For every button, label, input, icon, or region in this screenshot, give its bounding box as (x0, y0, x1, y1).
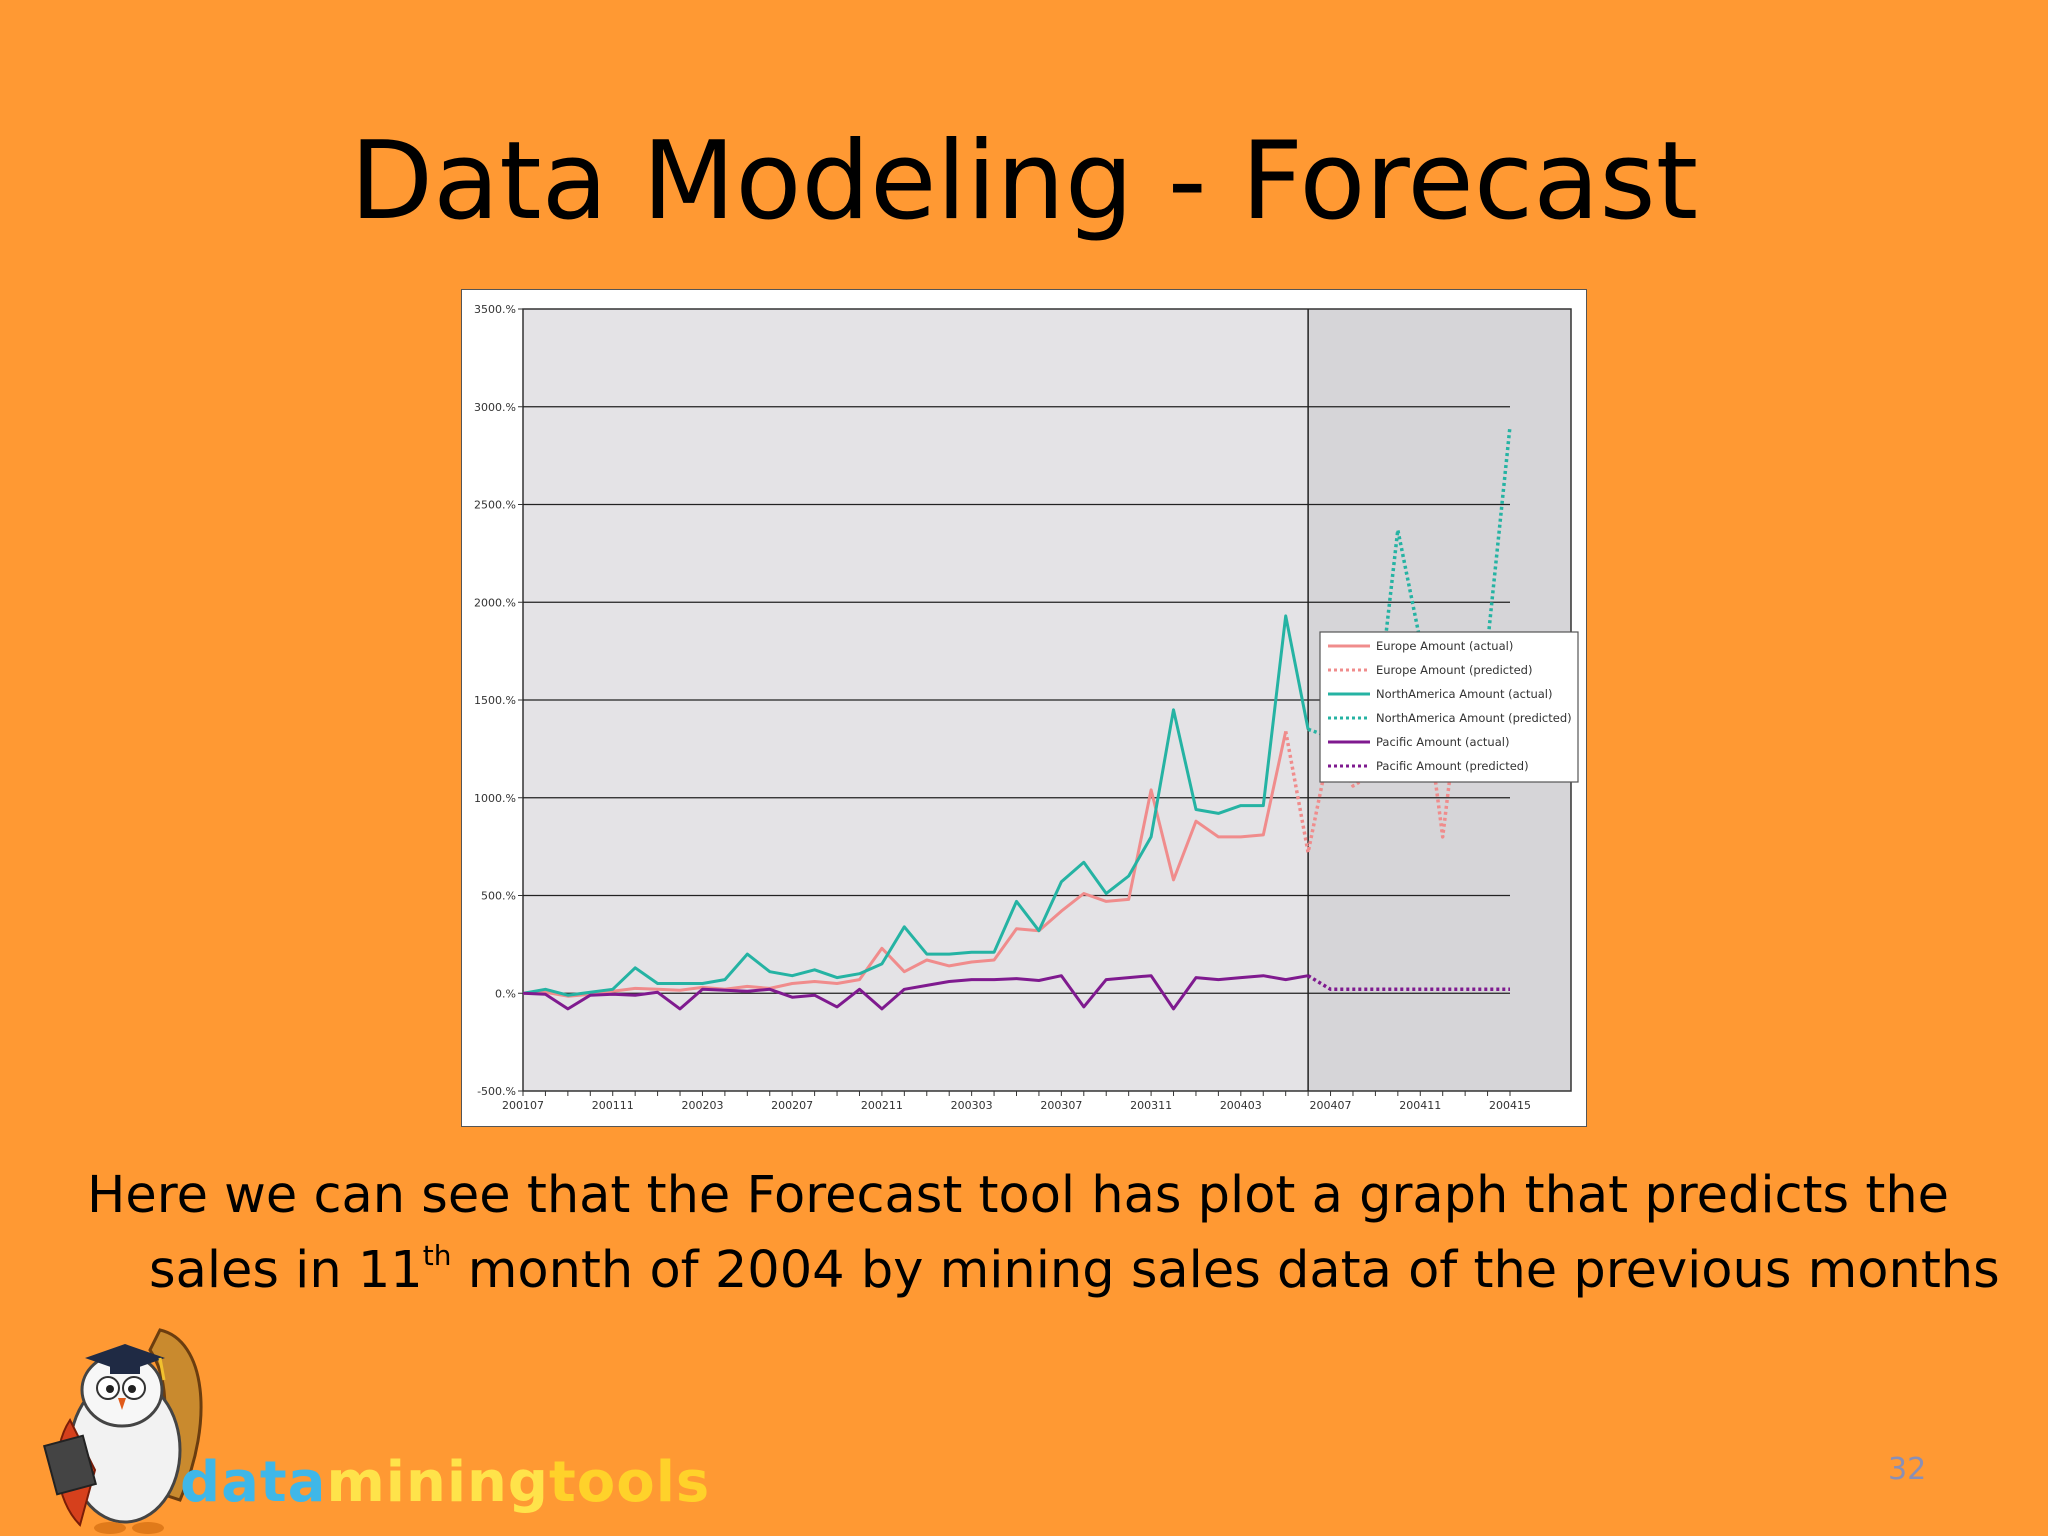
dataminingtools-logo: dataminingtools (30, 1300, 709, 1536)
caption-line-2: sales in 11th month of 2004 by mining sa… (149, 1242, 2000, 1297)
slide-title: Data Modeling - Forecast (349, 119, 1699, 244)
series-line-pacific-amount-predicted (1307, 974, 1510, 992)
y-tick-label: 2000.% (474, 596, 516, 609)
series-line-northamerica-amount-actual (522, 614, 1310, 997)
x-tick-label: 200111 (592, 1099, 634, 1112)
y-tick-label: 1000.% (474, 792, 516, 805)
y-tick-label: 3500.% (474, 303, 516, 316)
logo-wordmark: dataminingtools (180, 1450, 710, 1515)
owl-mascot-icon (42, 1328, 203, 1534)
legend-box (1319, 631, 1579, 783)
x-tick-label: 200307 (1040, 1099, 1082, 1112)
logo-text-mining: mining (326, 1450, 549, 1515)
x-tick-label: 200211 (861, 1099, 903, 1112)
series-line-northamerica-amount-predicted (1307, 426, 1512, 739)
legend-label: NorthAmerica Amount (actual) (1376, 687, 1553, 701)
logo-text-data: data (180, 1450, 327, 1515)
x-tick-label: 200207 (771, 1099, 813, 1112)
y-tick-label: 2500.% (474, 499, 516, 512)
legend-label: Pacific Amount (actual) (1376, 735, 1509, 749)
caption-superscript: th (422, 1239, 452, 1272)
x-tick-label: 200311 (1130, 1099, 1172, 1112)
legend-label: NorthAmerica Amount (predicted) (1376, 711, 1572, 725)
y-tick-label: 0.% (495, 987, 516, 1000)
y-tick-label: 500.% (481, 890, 516, 903)
forecast-chart: -500.% 0.% 500.% 1000.% 1500.% 2000.% 2500.% 30… (461, 289, 1587, 1127)
x-tick-label: 200407 (1310, 1099, 1352, 1112)
x-tick-label: 200411 (1399, 1099, 1441, 1112)
page-number: 32 (1888, 1452, 1927, 1487)
caption-line-2-start: sales in 11 (149, 1241, 423, 1300)
caption-line-2-end: month of 2004 by mining sales data of th… (451, 1241, 2000, 1300)
series-line-europe-amount-actual (522, 730, 1288, 998)
forecast-chart-svg: -500.% 0.% 500.% 1000.% 1500.% 2000.% 2500.% 30… (474, 303, 1579, 1112)
y-tick-label: -500.% (477, 1085, 516, 1098)
logo-text-tools: tools (549, 1450, 711, 1515)
y-tick-label: 3000.% (474, 401, 516, 414)
x-tick-label: 200303 (951, 1099, 993, 1112)
legend-label: Pacific Amount (predicted) (1376, 759, 1529, 773)
x-tick-label: 200415 (1489, 1099, 1531, 1112)
x-tick-label: 200203 (681, 1099, 723, 1112)
y-tick-label: 1500.% (474, 694, 516, 707)
x-tick-label: 200107 (502, 1099, 544, 1112)
x-tick-label: 200403 (1220, 1099, 1262, 1112)
caption-line-1: Here we can see that the Forecast tool h… (87, 1166, 1950, 1225)
series-line-pacific-amount-actual (522, 974, 1309, 1011)
legend-label: Europe Amount (actual) (1376, 639, 1513, 653)
legend-label: Europe Amount (predicted) (1376, 663, 1532, 677)
